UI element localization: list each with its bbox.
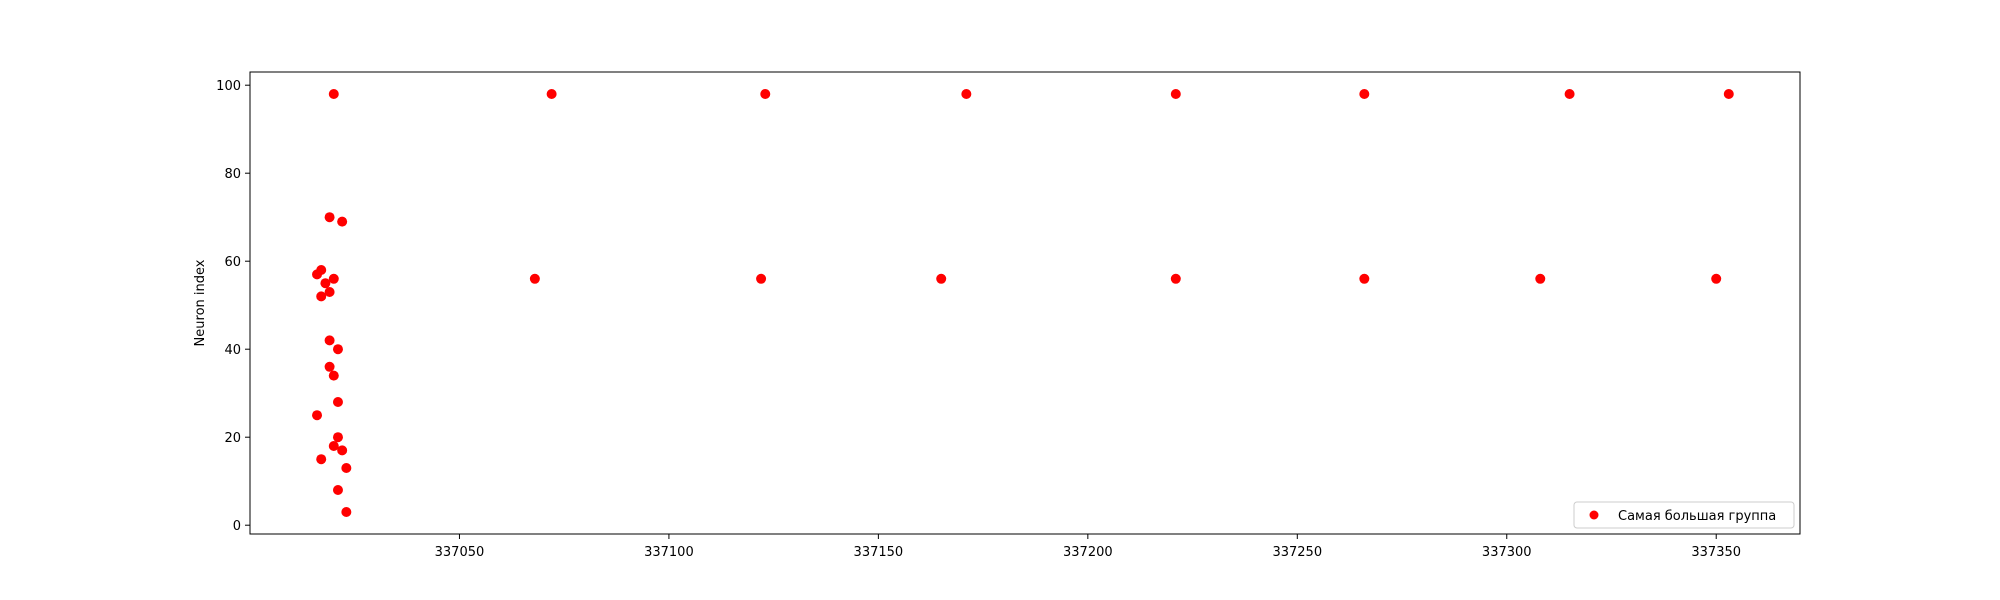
scatter-point — [328, 273, 339, 284]
scatter-point — [1359, 273, 1370, 284]
y-axis: 0 20 40 60 80 100 — [216, 79, 250, 534]
scatter-point — [756, 273, 767, 284]
y-axis-label: Neuron index — [193, 259, 208, 346]
x-axis: 337050 337100 337150 337200 337250 337300 3373… — [435, 534, 1741, 560]
scatter-point — [328, 441, 339, 451]
scatter-point — [324, 361, 335, 372]
scatter-point — [760, 89, 771, 99]
x-tick-label: 337050 — [435, 545, 485, 560]
scatter-point — [332, 432, 343, 443]
y-tick-label: 80 — [224, 167, 241, 182]
scatter-point — [1535, 273, 1546, 284]
scatter-point — [320, 278, 331, 289]
scatter-point — [1170, 273, 1181, 284]
scatter-point — [316, 291, 327, 302]
scatter-point — [1711, 273, 1722, 284]
y-tick-label: 60 — [224, 255, 241, 270]
scatter-point — [546, 89, 557, 99]
x-tick-label: 337350 — [1691, 545, 1741, 560]
scatter-point — [328, 89, 339, 99]
x-tick-label: 337200 — [1063, 545, 1113, 560]
scatter-point — [332, 344, 343, 355]
plot-frame — [249, 71, 1801, 535]
scatter-point — [529, 273, 540, 284]
scatter-point — [324, 212, 335, 223]
scatter-point — [341, 507, 352, 517]
scatter-point — [1170, 89, 1181, 99]
y-tick-label: 20 — [224, 431, 241, 446]
plot-area — [250, 72, 1800, 534]
legend: Самая большая группа — [1573, 501, 1795, 529]
scatter-point — [337, 445, 348, 456]
x-tick-label: 337300 — [1482, 545, 1532, 560]
scatter-point — [961, 89, 972, 99]
legend-marker — [1589, 510, 1599, 520]
legend-label: Самая большая группа — [1618, 509, 1776, 524]
scatter-point — [1359, 89, 1370, 99]
x-tick-label: 337100 — [644, 545, 694, 560]
scatter-point — [1723, 89, 1734, 99]
y-tick-label: 0 — [233, 519, 241, 534]
y-tick-label: 100 — [216, 79, 241, 94]
x-tick-label: 337250 — [1272, 545, 1322, 560]
scatter-point — [328, 370, 339, 381]
data-points — [312, 89, 1734, 517]
scatter-point — [332, 397, 343, 407]
scatter-point — [332, 485, 343, 495]
scatter-point — [1564, 89, 1575, 99]
legend-box — [1573, 501, 1795, 529]
scatter-point — [337, 216, 348, 227]
scatter-point — [324, 335, 335, 346]
x-tick-label: 337150 — [854, 545, 904, 560]
scatter-point — [341, 463, 352, 473]
y-tick-label: 40 — [224, 343, 241, 358]
scatter-point — [312, 410, 323, 421]
scatter-point — [936, 273, 947, 284]
scatter-point — [324, 287, 335, 297]
scatter-point — [316, 265, 327, 275]
scatter-point — [316, 454, 327, 465]
